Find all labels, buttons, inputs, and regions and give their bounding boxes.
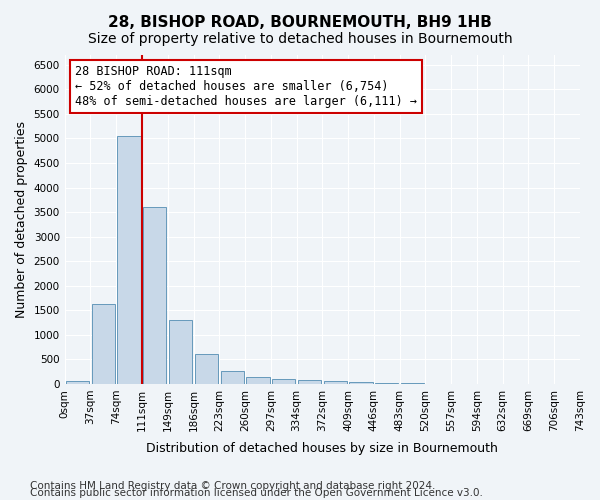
X-axis label: Distribution of detached houses by size in Bournemouth: Distribution of detached houses by size …	[146, 442, 498, 455]
Bar	[118, 136, 140, 384]
Bar	[272, 379, 295, 384]
Bar	[66, 382, 89, 384]
Bar	[298, 380, 321, 384]
Bar	[169, 320, 192, 384]
Bar	[247, 378, 269, 384]
Text: Contains public sector information licensed under the Open Government Licence v3: Contains public sector information licen…	[30, 488, 483, 498]
Bar	[375, 383, 398, 384]
Bar	[143, 207, 166, 384]
Bar	[349, 382, 373, 384]
Bar	[323, 381, 347, 384]
Bar	[195, 354, 218, 384]
Text: Size of property relative to detached houses in Bournemouth: Size of property relative to detached ho…	[88, 32, 512, 46]
Text: 28 BISHOP ROAD: 111sqm
← 52% of detached houses are smaller (6,754)
48% of semi-: 28 BISHOP ROAD: 111sqm ← 52% of detached…	[75, 65, 417, 108]
Bar	[92, 304, 115, 384]
Bar	[221, 370, 244, 384]
Text: Contains HM Land Registry data © Crown copyright and database right 2024.: Contains HM Land Registry data © Crown c…	[30, 481, 436, 491]
Text: 28, BISHOP ROAD, BOURNEMOUTH, BH9 1HB: 28, BISHOP ROAD, BOURNEMOUTH, BH9 1HB	[108, 15, 492, 30]
Y-axis label: Number of detached properties: Number of detached properties	[15, 121, 28, 318]
